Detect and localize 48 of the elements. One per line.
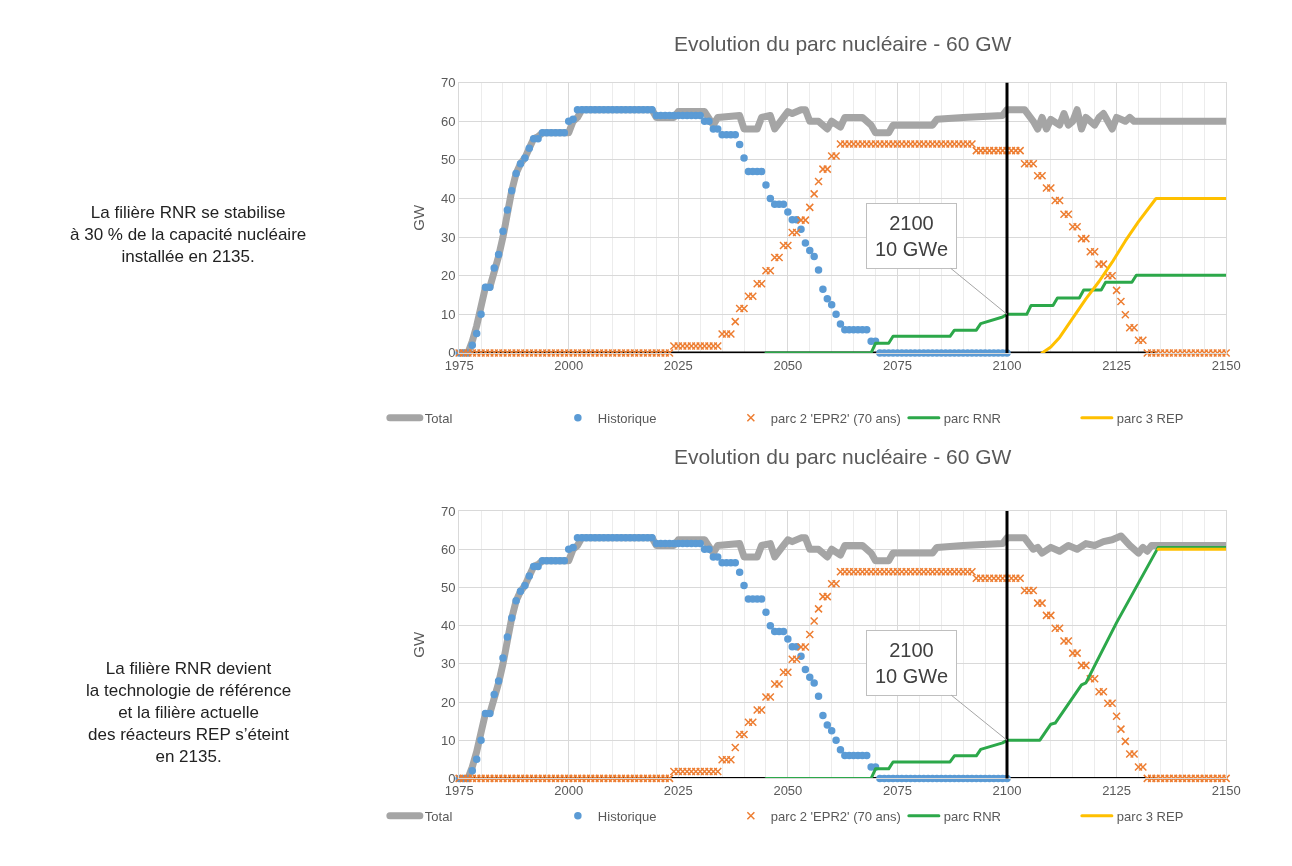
y-tick-label: 50: [441, 580, 456, 596]
x-tick-label: 2150: [1211, 783, 1241, 798]
x-tick-label: 2150: [1211, 357, 1241, 373]
y-tick-label: 60: [441, 113, 456, 129]
y-tick-label: 30: [441, 229, 456, 245]
chart-title: Evolution du parc nucléaire - 60 GW: [674, 445, 1012, 468]
y-tick-label: 60: [441, 541, 456, 557]
chart-title: Evolution du parc nucléaire - 60 GW: [674, 32, 1012, 55]
x-tick-label: 2000: [554, 783, 584, 798]
x-tick-label: 2050: [773, 357, 803, 373]
x-tick-label: 2125: [1102, 357, 1132, 373]
text: La filière RNR devient la technologie de référence et la filière actuelle des réacteurs REP s’éteint en 2135.: [86, 659, 292, 767]
x-tick-label: 1975: [444, 783, 474, 798]
x-tick-label: 2025: [663, 357, 693, 373]
annotation: 2100 10 GWe: [875, 639, 948, 687]
y-tick-label: 0: [448, 770, 456, 786]
y-tick-label: 20: [441, 268, 456, 284]
y-axis-title: GW: [410, 631, 428, 658]
x-tick-label: 2050: [773, 783, 803, 798]
legend-label: parc 2 'EPR2' (70 ans): [770, 808, 901, 824]
y-tick-label: 50: [441, 152, 456, 168]
x-tick-label: 2000: [554, 357, 584, 373]
legend-label: parc 3 REP: [1116, 808, 1184, 824]
y-tick-label: 70: [441, 503, 456, 519]
x-tick-label: 2100: [992, 783, 1022, 798]
y-tick-label: 30: [441, 656, 456, 672]
y-tick-label: 70: [441, 75, 456, 91]
x-tick-label: 2025: [663, 783, 693, 798]
x-tick-label: 2075: [882, 357, 912, 373]
y-tick-label: 10: [441, 732, 456, 748]
legend-label: Historique: [597, 410, 657, 426]
text: La filière RNR se stabilise à 30 % de la capacité nucléaire installée en 2135.: [70, 203, 307, 267]
y-axis-title: GW: [410, 204, 428, 231]
legend-label: parc 3 REP: [1116, 410, 1184, 426]
legend-label: parc RNR: [943, 410, 1001, 426]
y-tick-label: 40: [441, 618, 456, 634]
y-tick-label: 10: [441, 306, 456, 322]
y-tick-label: 40: [441, 191, 456, 207]
annotation: 2100 10 GWe: [875, 212, 948, 260]
x-tick-label: 2075: [882, 783, 912, 798]
legend-label: Historique: [597, 808, 657, 824]
legend-label: parc 2 'EPR2' (70 ans): [770, 410, 901, 426]
legend-label: parc RNR: [943, 808, 1001, 824]
x-tick-label: 2125: [1102, 783, 1132, 798]
legend-label: Total: [424, 410, 453, 426]
y-tick-label: 20: [441, 694, 456, 710]
legend-label: Total: [424, 808, 453, 824]
x-tick-label: 2100: [992, 357, 1022, 373]
